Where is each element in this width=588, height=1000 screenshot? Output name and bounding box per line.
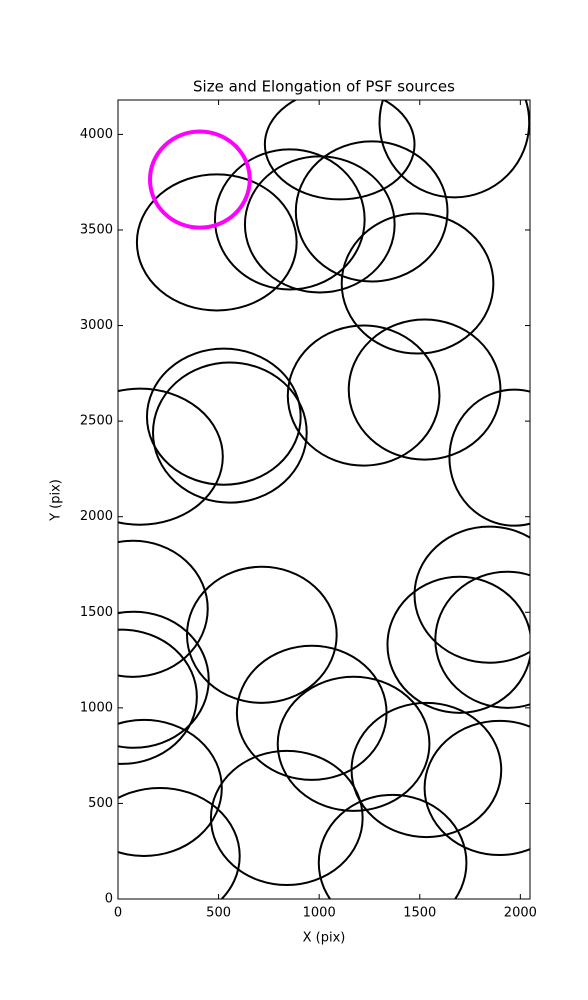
psf-ellipse (423, 719, 530, 857)
psf-ellipse (118, 387, 224, 526)
psf-ellipse (286, 324, 441, 467)
chart-title: Size and Elongation of PSF sources (193, 78, 455, 96)
psf-ellipse (413, 525, 530, 664)
plot-area (118, 100, 530, 899)
y-tick-label: 3500 (80, 222, 113, 237)
psf-ellipse (118, 628, 198, 765)
y-axis-label: Y (pix) (49, 479, 64, 522)
psf-ellipse (118, 718, 223, 857)
y-tick-label: 1000 (80, 700, 113, 715)
psf-ellipse (118, 610, 210, 749)
psf-ellipse (386, 575, 530, 714)
psf-ellipse (118, 539, 209, 678)
y-tick-label: 500 (88, 796, 113, 811)
psf-ellipse (209, 749, 364, 887)
psf-ellipse (434, 570, 530, 709)
psf-ellipse (243, 155, 396, 294)
psf-ellipse (340, 212, 495, 355)
x-tick-label: 1000 (303, 906, 336, 921)
psf-ellipse (347, 318, 502, 461)
y-tick-label: 1500 (80, 605, 113, 620)
psf-ellipse (448, 388, 530, 527)
psf-ellipse (317, 793, 468, 899)
psf-ellipse (145, 347, 302, 486)
x-axis-label: X (pix) (303, 931, 346, 946)
x-tick-label: 2000 (504, 906, 537, 921)
y-tick-label: 2000 (80, 509, 113, 524)
x-tick-label: 1500 (403, 906, 436, 921)
psf-ellipse (276, 675, 431, 812)
y-tick-label: 4000 (80, 127, 113, 142)
psf-ellipse (213, 148, 366, 291)
y-tick-label: 0 (105, 892, 113, 907)
psf-ellipse (263, 100, 416, 201)
psf-ellipse (350, 701, 503, 839)
psf-ellipse (118, 786, 241, 899)
psf-ellipse (147, 129, 252, 230)
y-tick-label: 3000 (80, 318, 113, 333)
y-tick-label: 2500 (80, 414, 113, 429)
x-tick-label: 0 (114, 906, 122, 921)
x-tick-label: 500 (206, 906, 231, 921)
psf-ellipse (152, 361, 308, 504)
psf-ellipse (294, 140, 449, 283)
psf-ellipse (186, 565, 338, 704)
psf-ellipse (135, 173, 298, 312)
psf-ellipse (378, 100, 530, 199)
axes-frame (117, 99, 531, 900)
